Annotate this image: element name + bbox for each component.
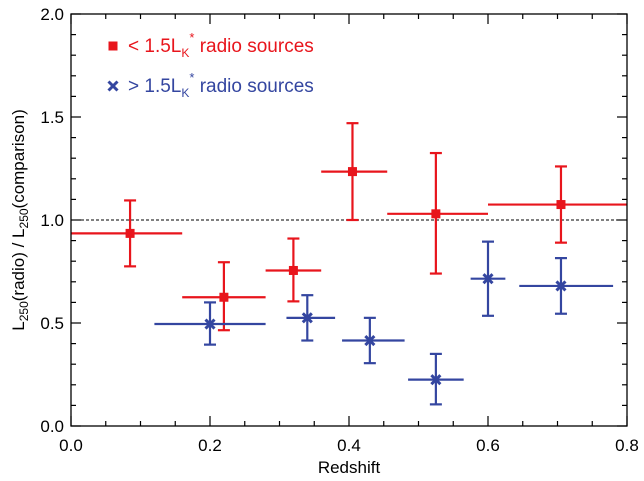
data-point: [555, 280, 567, 292]
x-axis-title: Redshift: [318, 458, 381, 477]
y-tick-label: 1.5: [40, 108, 64, 127]
y-axis-title-sub2: 250: [17, 208, 31, 228]
legend-superscript: *: [189, 70, 194, 85]
data-point: [364, 334, 376, 347]
legend-marker: [107, 80, 119, 92]
legend-subscript: K: [181, 86, 189, 100]
data-point: [482, 273, 494, 285]
x-tick-label: 0.6: [476, 436, 500, 455]
data-point-stroke-b: [555, 280, 567, 292]
y-axis-title-mid: (radio) / L: [9, 228, 28, 301]
legend-entry: < 1.5LK* radio sources: [128, 30, 314, 60]
legend-label: < 1.5L: [128, 36, 181, 57]
series-2: [154, 240, 614, 406]
legend-entry: > 1.5LK* radio sources: [128, 70, 314, 100]
y-axis-title-tail: (comparison): [9, 109, 28, 208]
legend-suffix: radio sources: [194, 76, 313, 97]
y-tick-label: 2.0: [40, 5, 64, 24]
data-point: [219, 292, 229, 302]
plot-marks: [71, 122, 627, 406]
data-point-stroke-b: [430, 374, 442, 386]
legend-label: > 1.5L: [128, 76, 181, 97]
data-point: [431, 209, 441, 219]
y-tick-label: 1.0: [40, 211, 64, 230]
data-point-stroke-b: [204, 318, 216, 330]
y-axis-title-l1: L: [9, 321, 28, 330]
axis-ticks: 0.0 0.2 0.4 0.6 0.8 0.0 0.5 1.0 1.5 2.0: [40, 5, 638, 455]
data-point: [204, 318, 216, 330]
x-tick-label: 0.4: [337, 436, 361, 455]
data-point-stroke-b: [482, 273, 494, 285]
data-point: [301, 312, 313, 324]
legend-subscript: K: [181, 46, 189, 60]
legend-marker-stroke-b: [107, 80, 119, 92]
legend-marker: [108, 41, 118, 51]
x-tick-label: 0.2: [198, 436, 222, 455]
x-tick-label: 0.0: [59, 436, 83, 455]
y-tick-label: 0.5: [40, 314, 64, 333]
data-point: [430, 374, 442, 386]
data-point: [125, 228, 135, 238]
data-point-stroke-b: [364, 334, 376, 347]
legend-superscript: *: [189, 30, 194, 45]
y-axis-title: L250(radio) / L250(comparison): [9, 109, 31, 330]
data-point: [347, 167, 357, 177]
legend: < 1.5LK* radio sources> 1.5LK* radio sou…: [107, 30, 314, 100]
y-tick-label: 0.0: [40, 417, 64, 436]
data-point-stroke-b: [301, 312, 313, 324]
x-tick-label: 0.8: [615, 436, 639, 455]
y-axis-title-sub1: 250: [17, 301, 31, 321]
data-point: [288, 265, 298, 275]
series-1: [71, 122, 627, 332]
legend-suffix: radio sources: [194, 36, 313, 57]
data-point: [556, 200, 566, 210]
